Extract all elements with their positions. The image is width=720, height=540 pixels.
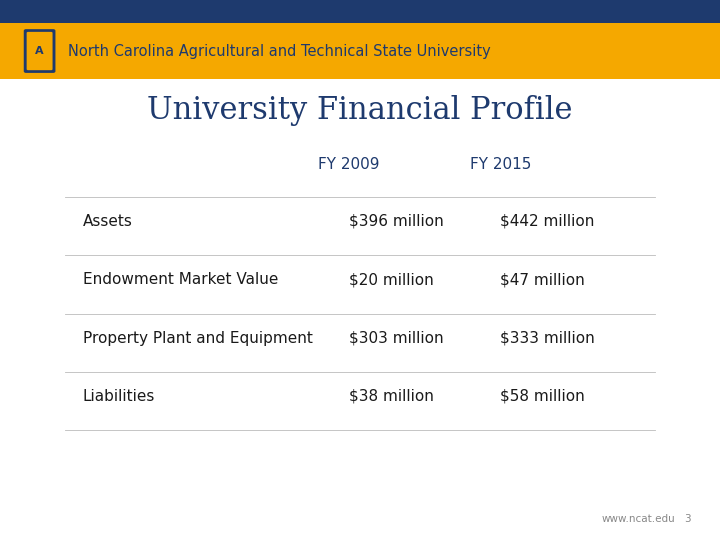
- Text: FY 2015: FY 2015: [469, 157, 531, 172]
- Text: University Financial Profile: University Financial Profile: [148, 95, 572, 126]
- Bar: [0, 0, 720, 23]
- Text: Assets: Assets: [83, 214, 132, 229]
- Text: $442 million: $442 million: [500, 214, 595, 229]
- Text: A: A: [35, 46, 44, 56]
- Text: $303 million: $303 million: [349, 330, 444, 346]
- FancyBboxPatch shape: [24, 29, 55, 73]
- Text: Liabilities: Liabilities: [83, 389, 156, 404]
- Text: North Carolina Agricultural and Technical State University: North Carolina Agricultural and Technica…: [68, 44, 491, 58]
- Text: Endowment Market Value: Endowment Market Value: [83, 272, 278, 287]
- Bar: [0, 23, 720, 79]
- Text: $20 million: $20 million: [349, 272, 434, 287]
- Text: www.ncat.edu: www.ncat.edu: [601, 515, 675, 524]
- Text: $38 million: $38 million: [349, 389, 434, 404]
- Text: 3: 3: [684, 515, 691, 524]
- Text: $396 million: $396 million: [349, 214, 444, 229]
- Text: $58 million: $58 million: [500, 389, 585, 404]
- Text: FY 2009: FY 2009: [318, 157, 380, 172]
- Text: $47 million: $47 million: [500, 272, 585, 287]
- Text: Property Plant and Equipment: Property Plant and Equipment: [83, 330, 312, 346]
- Text: $333 million: $333 million: [500, 330, 595, 346]
- FancyBboxPatch shape: [27, 32, 53, 70]
